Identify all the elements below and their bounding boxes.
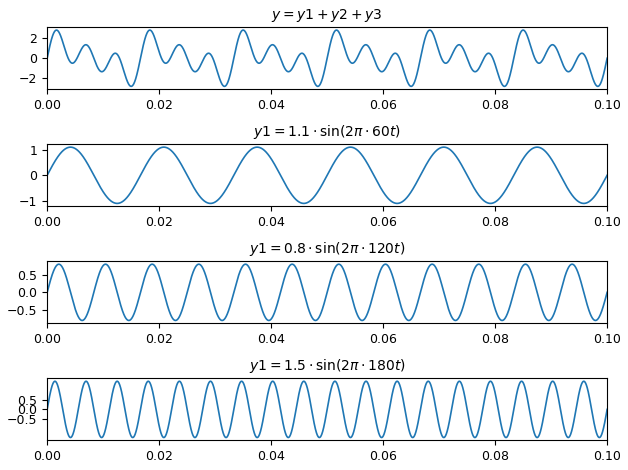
Title: $y1 = 1.5 \cdot \sin(2\pi \cdot 180t)$: $y1 = 1.5 \cdot \sin(2\pi \cdot 180t)$ [249,357,406,375]
Title: $y1 = 0.8 \cdot \sin(2\pi \cdot 120t)$: $y1 = 0.8 \cdot \sin(2\pi \cdot 120t)$ [249,240,405,258]
Title: $y = y1 + y2 + y3$: $y = y1 + y2 + y3$ [271,7,383,24]
Title: $y1 = 1.1 \cdot \sin(2\pi \cdot 60t)$: $y1 = 1.1 \cdot \sin(2\pi \cdot 60t)$ [253,123,401,141]
